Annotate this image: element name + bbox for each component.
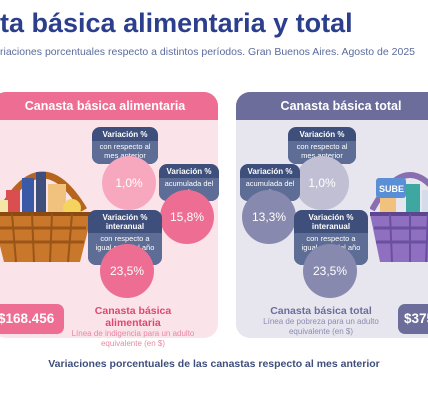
amount-total: $375 [398, 304, 428, 334]
amount-desc-total: Línea de pobreza para un adulto equivale… [263, 317, 379, 336]
monthly-variation-value-right: 1,0% [295, 156, 349, 210]
monthly-variation-value-left: 1,0% [102, 156, 156, 210]
amount-title-total: Canasta básica total [270, 305, 372, 317]
monthly-variation-title-right: Variación % [299, 130, 345, 139]
sube-card-text: SUBE [379, 184, 404, 194]
amount-label-total: Canasta básica total Línea de pobreza pa… [252, 305, 390, 336]
goods-basket-illustration: SUBE [370, 172, 428, 263]
ytd-variation-value-right: 13,3% [242, 190, 296, 244]
yoy-variation-title-left: Variación % interanual [102, 213, 148, 231]
panel-header-total: Canasta básica total [236, 92, 428, 120]
amount-title-alimentaria: Canasta básica alimentaria [94, 305, 172, 329]
ytd-variation-title-right: Variación % [247, 167, 293, 176]
footer-caption: Variaciones porcentuales de las canastas… [48, 358, 380, 370]
amount-label-alimentaria: Canasta básica alimentaria Línea de indi… [70, 305, 196, 348]
yoy-variation-title-right: Variación % interanual [308, 213, 354, 231]
ytd-variation-title-left: Variación % [166, 167, 212, 176]
ytd-variation-value-left: 15,8% [160, 190, 214, 244]
page-subtitle: riaciones porcentuales respecto a distin… [0, 46, 416, 58]
monthly-variation-title-left: Variación % [102, 130, 148, 139]
amount-alimentaria: $168.456 [0, 304, 64, 334]
panel-header-alimentaria: Canasta básica alimentaria [0, 92, 218, 120]
yoy-variation-value-right: 23,5% [303, 244, 357, 298]
monthly-variation-desc-right: con respecto al mes anterior [288, 141, 356, 164]
amount-desc-alimentaria: Línea de indigencia para un adulto equiv… [71, 329, 195, 348]
monthly-variation-label-right: Variación % con respecto al mes anterior [288, 127, 356, 164]
page-title: ta básica alimentaria y total [0, 8, 353, 38]
yoy-variation-value-left: 23,5% [100, 244, 154, 298]
food-basket-illustration [0, 171, 92, 263]
